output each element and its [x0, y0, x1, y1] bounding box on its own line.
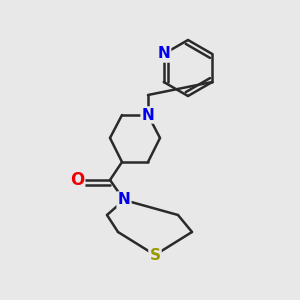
Text: S: S [149, 248, 161, 262]
Text: N: N [158, 46, 170, 62]
Text: N: N [118, 193, 130, 208]
Text: O: O [70, 171, 84, 189]
Text: N: N [142, 107, 154, 122]
